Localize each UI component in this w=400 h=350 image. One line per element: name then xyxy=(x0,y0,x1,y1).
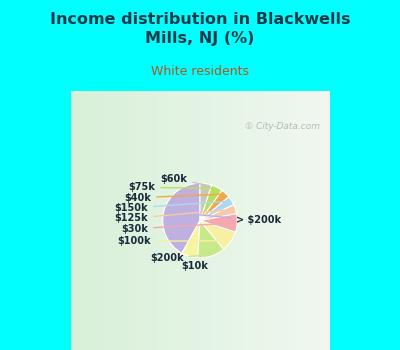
Wedge shape xyxy=(200,220,236,249)
Text: White residents: White residents xyxy=(151,65,249,78)
Wedge shape xyxy=(200,205,237,220)
Wedge shape xyxy=(200,183,212,220)
Wedge shape xyxy=(200,197,234,220)
Text: $200k: $200k xyxy=(150,253,208,263)
Text: $100k: $100k xyxy=(118,236,227,246)
Wedge shape xyxy=(198,220,224,258)
Wedge shape xyxy=(163,183,200,253)
Text: $75k: $75k xyxy=(128,182,214,192)
Text: $150k: $150k xyxy=(114,201,228,213)
Text: > $200k: > $200k xyxy=(168,212,281,225)
Wedge shape xyxy=(182,220,200,258)
Text: ① City-Data.com: ① City-Data.com xyxy=(245,122,320,131)
Wedge shape xyxy=(200,185,222,220)
Text: $30k: $30k xyxy=(121,223,233,234)
Wedge shape xyxy=(200,214,237,232)
Wedge shape xyxy=(200,190,229,220)
Text: $60k: $60k xyxy=(161,174,203,184)
Text: $125k: $125k xyxy=(114,210,232,223)
Text: $40k: $40k xyxy=(124,193,222,203)
Text: $10k: $10k xyxy=(181,255,208,271)
Text: Income distribution in Blackwells
Mills, NJ (%): Income distribution in Blackwells Mills,… xyxy=(50,12,350,46)
